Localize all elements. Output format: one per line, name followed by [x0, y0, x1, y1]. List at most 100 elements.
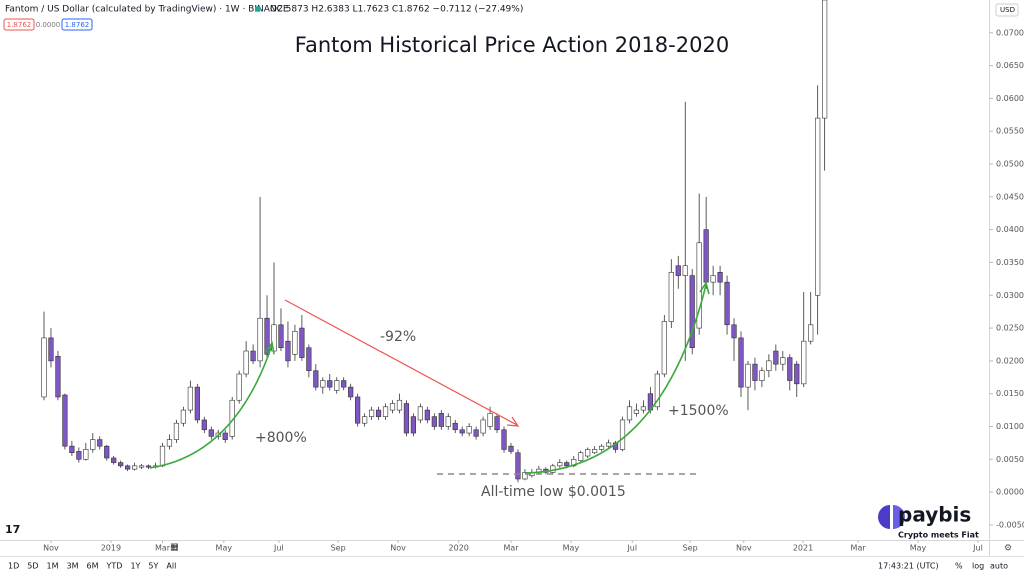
status-dot	[255, 6, 261, 12]
candle-body	[180, 409, 187, 424]
candle-body	[731, 324, 737, 339]
candle-body	[299, 327, 305, 358]
candle-body	[83, 449, 89, 460]
symbol-info: Fantom / US Dollar (calculated by Tradin…	[5, 5, 289, 15]
y-tick-label: 0.0500	[996, 160, 1024, 169]
arrow-head	[699, 281, 710, 295]
candle-body	[125, 465, 131, 470]
x-tick-label: 2019	[101, 544, 121, 553]
currency-box[interactable]	[995, 3, 1019, 17]
candle-body	[438, 413, 444, 427]
candle-body	[766, 360, 772, 372]
scale-option[interactable]: %	[955, 562, 963, 571]
y-tick-label: 0.0000	[996, 488, 1024, 497]
brand-logo	[893, 505, 905, 529]
candle-body	[592, 449, 598, 454]
candle-body	[578, 452, 584, 461]
candle-body	[138, 465, 145, 468]
candle-body	[473, 429, 479, 437]
candle-body	[522, 472, 528, 480]
x-tick-label: May	[216, 544, 233, 553]
candle-body	[62, 394, 68, 447]
candle-body	[375, 409, 382, 417]
candle-body	[619, 419, 626, 450]
candle-body	[494, 416, 500, 431]
candle-body	[111, 457, 117, 463]
range-button[interactable]: 1M	[47, 562, 59, 571]
scale-option[interactable]: log	[972, 562, 984, 571]
candles	[41, 0, 828, 483]
candle-body	[222, 432, 228, 440]
candle-body	[389, 403, 396, 411]
candle-body	[459, 429, 465, 434]
candle-body	[208, 429, 214, 437]
candle-body	[605, 442, 612, 447]
y-tick-label: 0.0050	[996, 455, 1024, 464]
candle-body	[808, 324, 814, 342]
candle-body	[285, 340, 291, 362]
y-tick-label: 0.0400	[996, 225, 1024, 234]
candle-body	[738, 337, 744, 388]
y-tick-label: 0.0250	[996, 324, 1024, 333]
candle-body	[696, 242, 702, 329]
candle-body	[431, 416, 437, 427]
candle-body	[41, 337, 47, 398]
range-button[interactable]: 1D	[8, 562, 19, 571]
chart-title: Fantom Historical Price Action 2018-2020	[295, 33, 729, 57]
candle-body	[334, 380, 340, 391]
candle-body	[306, 347, 312, 372]
candle-body	[313, 370, 319, 388]
badge-text: 1.8762	[7, 21, 32, 29]
scale-option[interactable]: auto	[990, 562, 1008, 571]
candle-body	[598, 445, 605, 450]
range-button[interactable]: 5D	[27, 562, 38, 571]
candle-body	[201, 419, 207, 431]
candle-body	[145, 465, 152, 468]
candle-body	[55, 355, 61, 398]
candle-body	[97, 439, 103, 447]
candle-body	[710, 275, 716, 283]
range-button[interactable]: 6M	[87, 562, 99, 571]
range-button[interactable]: YTD	[106, 562, 123, 571]
candle-body	[417, 406, 423, 421]
annotation: All-time low $0.0015	[481, 484, 626, 500]
currency[interactable]: USD	[1000, 6, 1015, 14]
calendar-icon[interactable]: ▦	[170, 543, 179, 553]
candle-body	[48, 337, 54, 362]
y-tick-label: 0.0350	[996, 258, 1024, 267]
candle-body	[236, 373, 242, 401]
range-button[interactable]: All	[166, 562, 176, 571]
candle-body	[626, 406, 633, 421]
range-button[interactable]: 1Y	[130, 562, 140, 571]
candle-body	[550, 465, 556, 473]
brand-name: paybis	[898, 503, 971, 527]
brand-tagline: Crypto meets Fiat	[898, 531, 979, 540]
candle-body	[466, 426, 472, 434]
range-button[interactable]: 5Y	[148, 562, 158, 571]
x-tick-label: Mar	[851, 544, 867, 553]
candle-body	[801, 340, 807, 385]
candle-body	[780, 357, 786, 365]
settings-icon[interactable]: ⚙	[1004, 544, 1012, 554]
x-tick-label: Jul	[273, 544, 284, 553]
candle-body	[264, 317, 270, 355]
candle-body	[187, 386, 193, 411]
candle-body	[759, 370, 765, 381]
range-button[interactable]: 3M	[67, 562, 79, 571]
candle-body	[633, 409, 640, 414]
candle-body	[564, 462, 570, 467]
tv-logo: 17	[5, 523, 20, 536]
arrow-decline	[284, 299, 518, 426]
x-tick-label: Nov	[390, 544, 406, 553]
candle-body	[452, 422, 458, 431]
badge	[61, 18, 93, 31]
x-tick-label: Nov	[43, 544, 59, 553]
candle-body	[327, 380, 333, 388]
candle-body	[703, 229, 709, 283]
candle-body	[362, 416, 368, 424]
candle-body	[752, 363, 758, 381]
candle-body	[508, 445, 514, 452]
candle-body	[480, 419, 486, 434]
